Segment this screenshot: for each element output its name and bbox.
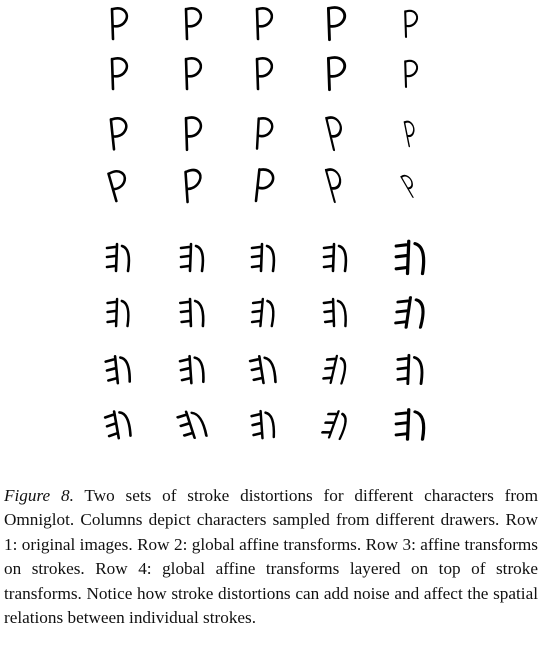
glyph-set1-row4-col4: [324, 168, 342, 204]
glyph-set1-row1-col5: [404, 9, 419, 39]
glyph-set1-row2-col3: [255, 57, 274, 91]
glyph-set1-row1-col2: [184, 7, 203, 41]
glyph-set1-row1-col3: [255, 7, 274, 41]
glyph-set2-row4-col4: [321, 410, 347, 441]
glyph-set2-row2-col5: [394, 296, 425, 329]
glyph-set1-row3-col3: [255, 117, 274, 150]
glyph-set2-row1-col2: [179, 242, 205, 273]
caption-label: Figure 8.: [4, 486, 74, 505]
glyph-set2-row4-col3: [250, 409, 276, 440]
figure-grid: [103, 6, 426, 441]
glyph-set2-row2-col4: [322, 297, 347, 328]
glyph-set1-row3-col1: [109, 117, 128, 151]
glyph-set1-row2-col4: [326, 56, 347, 92]
glyph-set1-row3-col5: [403, 120, 415, 148]
glyph-set2-row1-col3: [250, 242, 276, 273]
glyph-grid-svg: [103, 6, 426, 441]
glyph-set2-row1-col1: [105, 242, 131, 273]
glyph-set2-row2-col2: [178, 297, 205, 328]
glyph-set2-row3-col4: [322, 354, 347, 385]
glyph-set1-row1-col4: [326, 6, 347, 42]
glyph-set1-row4-col5: [400, 174, 414, 199]
glyph-set2-row4-col5: [394, 408, 426, 441]
figure-caption: Figure 8. Two sets of stroke distortions…: [4, 484, 538, 630]
glyph-set1-row3-col4: [325, 116, 342, 152]
glyph-set1-row2-col2: [184, 57, 203, 91]
glyph-set1-row4-col1: [107, 170, 127, 203]
glyph-set1-row3-col2: [184, 116, 203, 152]
glyph-set2-row2-col3: [250, 297, 275, 328]
glyph-set1-row2-col5: [404, 59, 419, 89]
glyph-set2-row4-col2: [176, 410, 208, 440]
glyph-set1-row4-col3: [254, 168, 275, 203]
glyph-set2-row1-col5: [394, 239, 426, 276]
glyph-set2-row3-col5: [396, 353, 424, 386]
glyph-set2-row1-col4: [322, 242, 348, 273]
glyph-set2-row3-col1: [104, 354, 132, 385]
glyph-set2-row3-col3: [248, 354, 277, 385]
glyph-set2-row4-col1: [103, 410, 132, 440]
caption-text: Two sets of stroke distortions for diffe…: [4, 486, 539, 628]
glyph-set1-row1-col1: [110, 7, 129, 41]
glyph-set1-row4-col2: [184, 168, 202, 204]
glyph-set2-row2-col1: [106, 297, 130, 328]
glyph-set1-row2-col1: [110, 57, 129, 91]
glyph-set2-row3-col2: [178, 354, 205, 385]
